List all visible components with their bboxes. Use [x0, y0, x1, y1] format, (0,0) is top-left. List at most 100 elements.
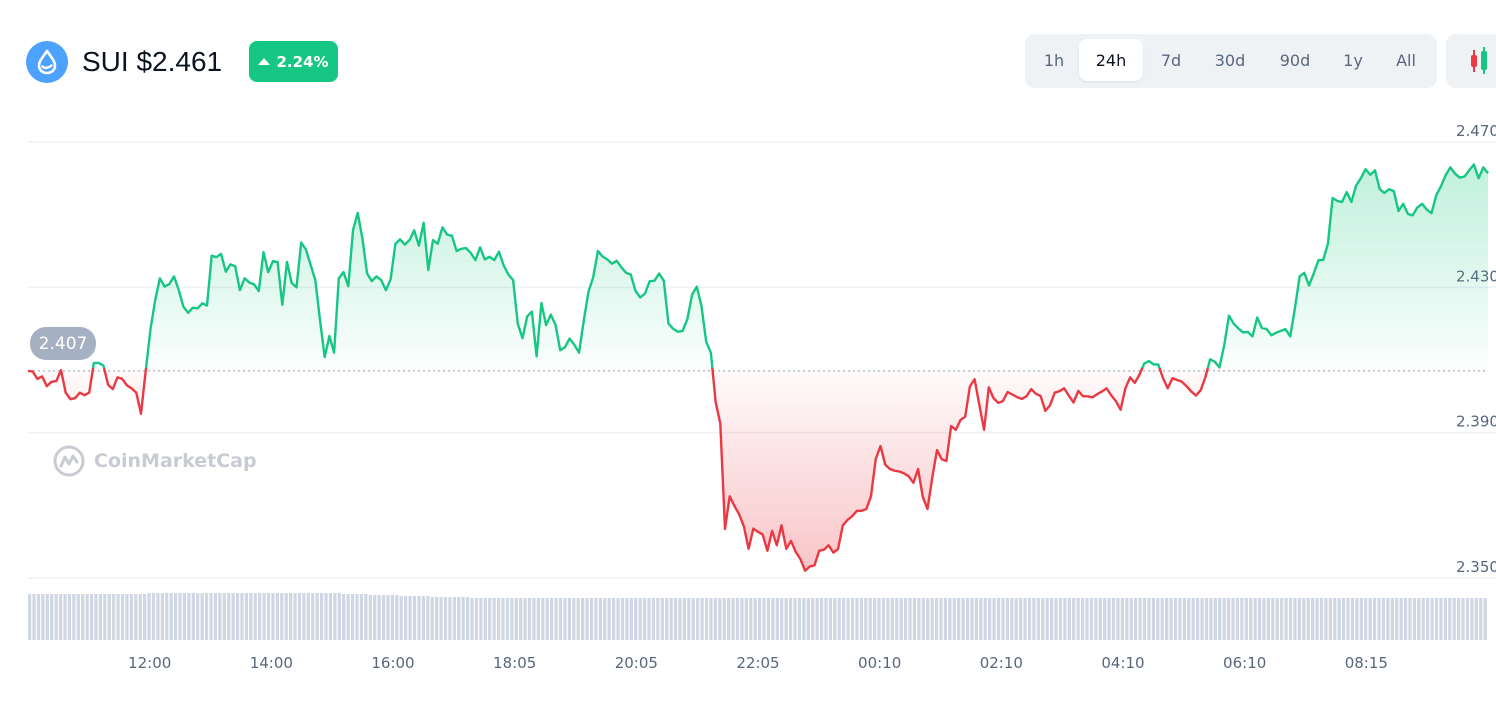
volume-bar	[700, 598, 704, 640]
volume-bar	[129, 594, 133, 640]
volume-bar	[696, 598, 700, 640]
volume-bar	[934, 598, 939, 640]
volume-bar	[174, 593, 178, 640]
volume-bar	[749, 598, 753, 640]
x-tick-label: 12:00	[128, 654, 171, 672]
volume-bar	[930, 598, 934, 640]
x-tick-label: 20:05	[615, 654, 658, 672]
volume-bar	[541, 598, 545, 640]
volume-bar	[1129, 598, 1133, 640]
volume-bar	[771, 598, 775, 640]
range-24h-button[interactable]: 24h	[1079, 39, 1143, 81]
volume-bar	[1359, 598, 1363, 640]
volume-bar	[1257, 598, 1262, 640]
x-tick-label: 02:10	[980, 654, 1023, 672]
volume-bar	[89, 594, 94, 640]
volume-bar	[72, 594, 76, 640]
volume-bar	[231, 593, 235, 640]
volume-bar	[988, 598, 992, 640]
volume-bar	[1147, 598, 1151, 640]
volume-bar	[797, 598, 802, 640]
volume-bar	[1244, 598, 1248, 640]
volume-bar	[386, 595, 390, 640]
range-30d-button[interactable]: 30d	[1214, 50, 1246, 70]
volume-bar	[32, 594, 36, 640]
volume-bar	[280, 593, 284, 640]
volume-bar	[612, 598, 616, 640]
volume-bar	[811, 598, 815, 640]
volume-bar	[1023, 598, 1027, 640]
volume-bar	[346, 594, 350, 640]
volume-bar	[160, 593, 164, 640]
volume-bar	[788, 598, 793, 640]
volume-bar	[780, 598, 784, 640]
volume-bar	[399, 596, 403, 640]
volume-bar	[589, 598, 594, 640]
volume-bar	[678, 598, 682, 640]
volume-bar	[1191, 598, 1195, 640]
x-tick-label: 06:10	[1223, 654, 1266, 672]
volume-bar	[1151, 598, 1155, 640]
x-tick-label: 14:00	[250, 654, 293, 672]
volume-bar	[333, 593, 337, 640]
volume-bar	[1134, 598, 1138, 640]
volume-bar	[656, 598, 660, 640]
volume-bar	[1479, 598, 1483, 640]
volume-bar	[1346, 598, 1350, 640]
volume-bar	[311, 593, 315, 640]
volume-bar	[828, 598, 833, 640]
volume-bar	[558, 598, 563, 640]
volume-bar	[877, 598, 881, 640]
y-tick-label: 2.470	[1456, 122, 1496, 140]
volume-bar	[532, 598, 536, 640]
volume-bar	[138, 594, 142, 640]
volume-bar	[647, 598, 651, 640]
volume-bar	[412, 596, 417, 640]
volume-bar	[731, 598, 735, 640]
volume-bar	[355, 594, 359, 640]
volume-bar	[306, 593, 310, 640]
volume-bar	[466, 597, 470, 640]
volume-bar	[607, 598, 611, 640]
range-1h-button[interactable]: 1h	[1043, 50, 1065, 70]
volume-bar	[1235, 598, 1240, 640]
volume-bar	[182, 593, 187, 640]
volume-bar	[448, 597, 452, 640]
volume-bar	[1204, 598, 1209, 640]
volume-bar	[899, 598, 903, 640]
chart-type-toggle[interactable]	[1446, 34, 1496, 88]
volume-bar	[908, 598, 912, 640]
volume-bar	[1156, 598, 1160, 640]
volume-bar	[209, 593, 213, 640]
volume-bar	[297, 593, 302, 640]
range-1y-button[interactable]: 1y	[1343, 50, 1363, 70]
volume-bar	[842, 598, 846, 640]
volume-bar	[594, 598, 598, 640]
volume-bar	[1426, 598, 1430, 640]
volume-bar	[222, 593, 226, 640]
range-90d-button[interactable]: 90d	[1279, 50, 1311, 70]
volume-bar	[421, 596, 425, 640]
volume-bar	[1452, 598, 1456, 640]
x-tick-label: 18:05	[493, 654, 536, 672]
volume-bar	[213, 593, 218, 640]
volume-bar	[1103, 598, 1107, 640]
volume-bar	[381, 595, 386, 640]
range-all-button[interactable]: All	[1396, 50, 1416, 70]
volume-bar	[107, 594, 111, 640]
volume-bar	[1483, 598, 1487, 640]
volume-bar	[315, 593, 319, 640]
volume-bar	[850, 598, 855, 640]
volume-bar	[1342, 598, 1346, 640]
volume-bar	[996, 598, 1001, 640]
range-7d-button[interactable]: 7d	[1160, 50, 1182, 70]
volume-bar	[165, 593, 169, 640]
volume-bar	[762, 598, 766, 640]
volume-bar	[1403, 598, 1408, 640]
volume-bar	[939, 598, 943, 640]
volume-bar	[147, 593, 151, 640]
volume-bar	[76, 594, 80, 640]
x-tick-label: 16:00	[371, 654, 414, 672]
triangle-up-icon	[258, 58, 271, 65]
volume-bar	[824, 598, 828, 640]
